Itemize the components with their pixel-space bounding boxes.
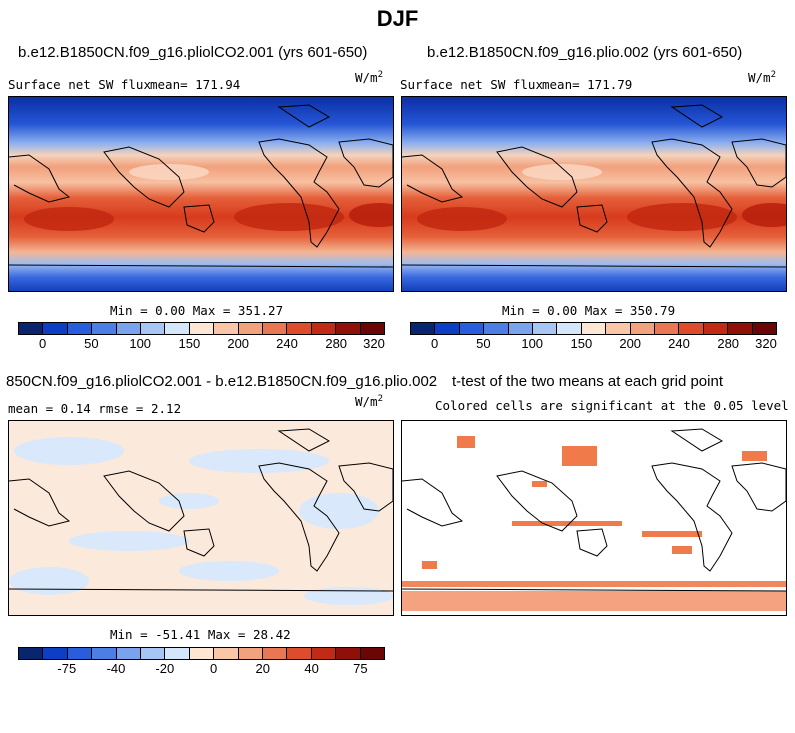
colorbar-swatch bbox=[263, 323, 288, 334]
colorbar-tick-label: 40 bbox=[304, 661, 319, 676]
panel1-colorbar bbox=[18, 322, 385, 335]
colorbar-tick-label: 100 bbox=[521, 336, 544, 351]
colorbar-swatch bbox=[165, 323, 190, 334]
colorbar-swatch bbox=[630, 323, 656, 334]
colorbar-swatch bbox=[92, 648, 117, 659]
main-title: DJF bbox=[376, 6, 419, 31]
colorbar-swatch bbox=[189, 648, 215, 659]
panel3-colorbar bbox=[18, 647, 385, 660]
colorbar-swatch bbox=[533, 323, 558, 334]
colorbar-swatch bbox=[311, 323, 337, 334]
colorbar-swatch bbox=[752, 323, 777, 334]
colorbar-swatch bbox=[360, 648, 385, 659]
colorbar-tick-label: 150 bbox=[570, 336, 593, 351]
colorbar-swatch bbox=[508, 323, 534, 334]
colorbar-swatch bbox=[214, 323, 239, 334]
panel2-title: b.e12.B1850CN.f09_g16.plio.002 (yrs 601-… bbox=[427, 44, 743, 61]
colorbar-swatch bbox=[141, 323, 166, 334]
panel2-variable-label: Surface net SW flux bbox=[400, 77, 543, 92]
colorbar-swatch bbox=[67, 323, 93, 334]
colorbar-swatch bbox=[287, 323, 312, 334]
colorbar-swatch bbox=[214, 648, 239, 659]
colorbar-swatch bbox=[263, 648, 288, 659]
colorbar-tick-label: 0 bbox=[209, 661, 218, 676]
colorbar-tick-label: 150 bbox=[178, 336, 201, 351]
colorbar-swatch bbox=[336, 648, 361, 659]
colorbar-swatch bbox=[606, 323, 631, 334]
colorbar-swatch bbox=[141, 648, 166, 659]
panel2-units: W/m2 bbox=[748, 70, 776, 86]
colorbar-swatch bbox=[116, 323, 142, 334]
colorbar-swatch bbox=[165, 648, 190, 659]
colorbar-tick-label: 200 bbox=[619, 336, 642, 351]
colorbar-tick-label: 50 bbox=[476, 336, 491, 351]
colorbar-swatch bbox=[557, 323, 582, 334]
colorbar-swatch bbox=[411, 323, 436, 334]
colorbar-swatch bbox=[92, 323, 117, 334]
colorbar-tick-label: 75 bbox=[353, 661, 368, 676]
colorbar-swatch bbox=[19, 648, 44, 659]
colorbar-swatch bbox=[581, 323, 607, 334]
panel3-map bbox=[8, 420, 394, 616]
colorbar-swatch bbox=[311, 648, 337, 659]
panel3-units: W/m2 bbox=[355, 394, 383, 410]
panel2-mean: mean= 171.79 bbox=[542, 77, 633, 92]
colorbar-tick-label: 280 bbox=[717, 336, 740, 351]
panel1-title: b.e12.B1850CN.f09_g16.pliolCO2.001 (yrs … bbox=[18, 44, 368, 61]
colorbar-swatch bbox=[67, 648, 93, 659]
colorbar-swatch bbox=[238, 323, 264, 334]
colorbar-tick-label: 320 bbox=[755, 336, 777, 351]
colorbar-swatch bbox=[484, 323, 509, 334]
colorbar-tick-label: 20 bbox=[255, 661, 271, 676]
panel3-title: 850CN.f09_g16.pliolCO2.001 - b.e12.B1850… bbox=[6, 373, 438, 390]
panel1-minmax: Min = 0.00 Max = 351.27 bbox=[110, 303, 284, 318]
panel3-minmax: Min = -51.41 Max = 28.42 bbox=[110, 627, 291, 642]
panel2-map bbox=[401, 96, 787, 292]
colorbar-swatch bbox=[287, 648, 312, 659]
colorbar-tick-label: 200 bbox=[227, 336, 250, 351]
colorbar-swatch bbox=[336, 323, 361, 334]
panel3-stats: mean = 0.14 rmse = 2.12 bbox=[8, 401, 182, 416]
colorbar-tick-label: -40 bbox=[106, 661, 126, 676]
colorbar-swatch bbox=[435, 323, 460, 334]
panel1-map bbox=[8, 96, 394, 292]
colorbar-tick-label: 240 bbox=[668, 336, 690, 351]
colorbar-tick-label: 50 bbox=[84, 336, 99, 351]
panel4-title: t-test of the two means at each grid poi… bbox=[452, 373, 723, 390]
colorbar-tick-label: -20 bbox=[155, 661, 175, 676]
colorbar-swatch bbox=[679, 323, 704, 334]
panel4-map bbox=[401, 420, 787, 616]
colorbar-swatch bbox=[189, 323, 215, 334]
colorbar-tick-label: 280 bbox=[325, 336, 348, 351]
colorbar-swatch bbox=[43, 648, 68, 659]
colorbar-tick-label: -75 bbox=[57, 661, 77, 676]
colorbar-tick-label: 240 bbox=[276, 336, 298, 351]
colorbar-tick-label: 0 bbox=[38, 336, 47, 351]
colorbar-tick-label: 0 bbox=[430, 336, 439, 351]
colorbar-swatch bbox=[459, 323, 485, 334]
panel1-units: W/m2 bbox=[355, 70, 383, 86]
colorbar-tick-label: 320 bbox=[363, 336, 385, 351]
colorbar-swatch bbox=[360, 323, 385, 334]
colorbar-swatch bbox=[728, 323, 753, 334]
colorbar-swatch bbox=[655, 323, 680, 334]
colorbar-swatch bbox=[116, 648, 142, 659]
panel1-variable-label: Surface net SW flux bbox=[8, 77, 151, 92]
colorbar-swatch bbox=[703, 323, 729, 334]
panel2-colorbar bbox=[410, 322, 777, 335]
panel4-significance-note: Colored cells are significant at the 0.0… bbox=[435, 398, 789, 413]
panel1-mean: mean= 171.94 bbox=[150, 77, 241, 92]
colorbar-swatch bbox=[19, 323, 44, 334]
colorbar-tick-label: 100 bbox=[129, 336, 152, 351]
colorbar-swatch bbox=[43, 323, 68, 334]
colorbar-swatch bbox=[238, 648, 264, 659]
panel2-minmax: Min = 0.00 Max = 350.79 bbox=[502, 303, 676, 318]
